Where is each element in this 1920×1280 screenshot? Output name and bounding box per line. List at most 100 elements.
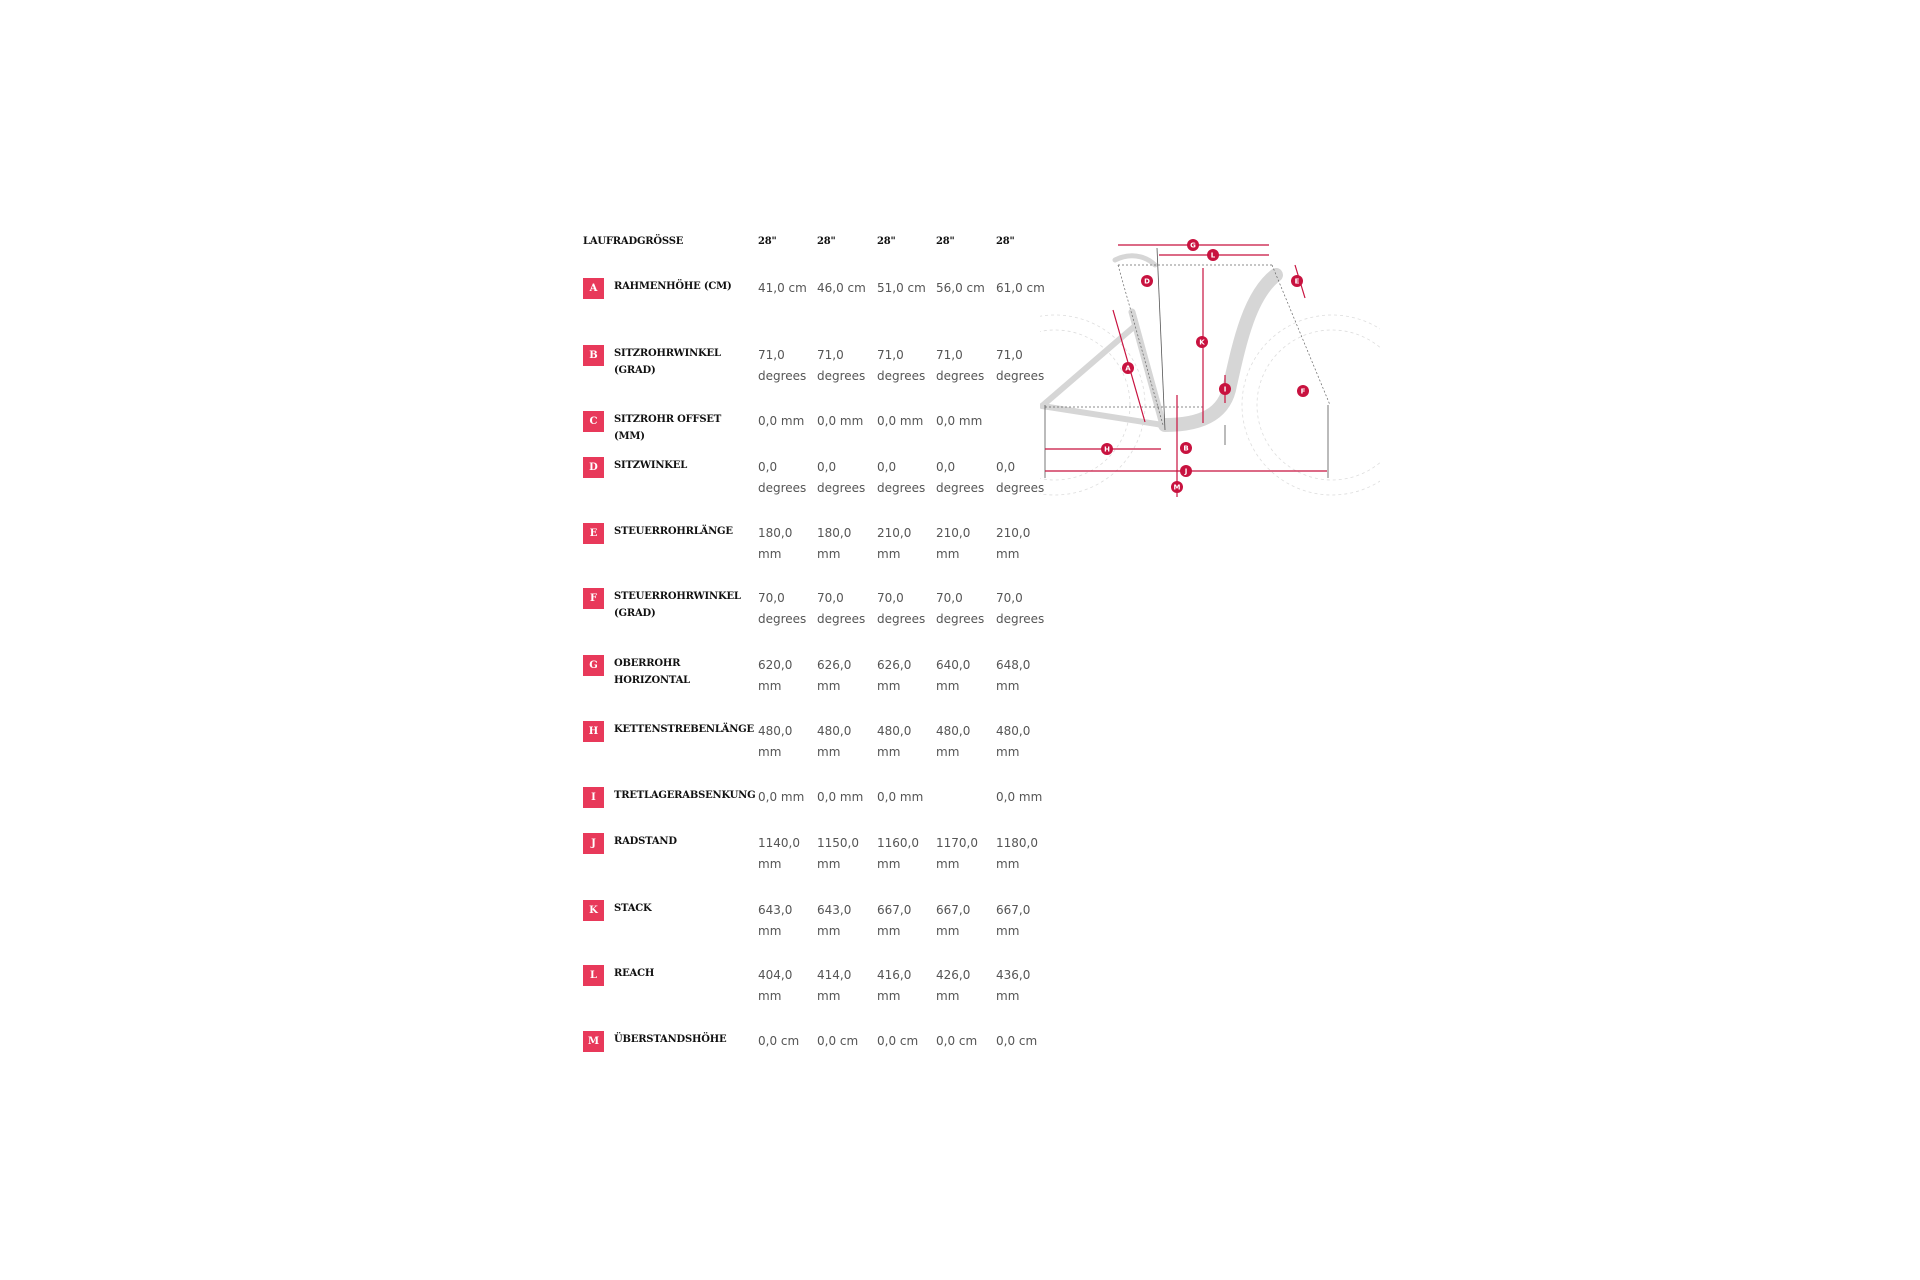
row-value: 0,0 mm: [936, 414, 983, 428]
row-value: 1170,0 mm: [936, 836, 978, 871]
svg-text:H: H: [1104, 446, 1110, 454]
row-key-badge: J: [583, 833, 604, 854]
row-value: 0,0 cm: [817, 1034, 859, 1048]
row-value: 626,0 mm: [877, 658, 912, 693]
row-value: 626,0 mm: [817, 658, 852, 693]
row-value: 0,0 mm: [877, 414, 924, 428]
row-value: 480,0 mm: [936, 724, 971, 759]
row-label: STEUERROHRWINKEL (GRAD): [614, 591, 741, 619]
row-value: 436,0 mm: [996, 968, 1031, 1003]
row-label: ÜBERSTANDSHÖHE: [614, 1034, 727, 1045]
row-key-badge: A: [583, 278, 604, 299]
row-value: 426,0 mm: [936, 968, 971, 1003]
row-value: 1160,0 mm: [877, 836, 919, 871]
row-value: 51,0 cm: [877, 281, 926, 295]
row-label: KETTENSTREBENLÄNGE: [614, 724, 754, 735]
row-value: 643,0 mm: [817, 903, 852, 938]
diagram-marker-i: I: [1219, 383, 1231, 395]
header-size: 28": [817, 236, 836, 247]
row-value: 0,0 mm: [758, 414, 805, 428]
header-size: 28": [877, 236, 896, 247]
svg-text:J: J: [1184, 468, 1188, 476]
row-label: SITZROHR OFFSET (MM): [614, 414, 722, 442]
row-value: 416,0 mm: [877, 968, 912, 1003]
row-value: 70,0 degrees: [877, 591, 926, 626]
diagram-marker-f: F: [1297, 385, 1309, 397]
diagram-marker-b: B: [1180, 442, 1192, 454]
row-key-badge: C: [583, 411, 604, 432]
bike-geometry-diagram: A B D E F G H I J K L M: [1040, 239, 1380, 497]
row-value: 0,0 degrees: [936, 460, 985, 495]
diagram-marker-g: G: [1187, 239, 1199, 251]
row-value: 71,0 degrees: [936, 348, 985, 383]
row-value: 0,0 degrees: [877, 460, 926, 495]
row-label: OBERROHR HORIZONTAL: [614, 658, 690, 686]
diagram-marker-h: H: [1101, 443, 1113, 455]
row-key-badge: E: [583, 523, 604, 544]
row-label: STACK: [614, 903, 652, 914]
row-label: SITZWINKEL: [614, 460, 688, 471]
row-value: 180,0 mm: [758, 526, 793, 561]
row-value: 71,0 degrees: [877, 348, 926, 383]
row-value: 0,0 cm: [758, 1034, 800, 1048]
row-value: 0,0 degrees: [996, 460, 1045, 495]
row-label: TRETLAGERABSENKUNG: [614, 790, 756, 801]
svg-text:K: K: [1199, 339, 1205, 347]
diagram-marker-l: L: [1207, 249, 1219, 261]
row-value: 71,0 degrees: [817, 348, 866, 383]
row-value: 480,0 mm: [877, 724, 912, 759]
row-value: 640,0 mm: [936, 658, 971, 693]
svg-text:L: L: [1211, 252, 1216, 260]
svg-text:M: M: [1174, 484, 1181, 492]
row-value: 480,0 mm: [817, 724, 852, 759]
row-value: 0,0 degrees: [758, 460, 807, 495]
row-label: STEUERROHRLÄNGE: [614, 526, 733, 537]
row-value: 61,0 cm: [996, 281, 1045, 295]
row-value: 648,0 mm: [996, 658, 1031, 693]
row-key-badge: H: [583, 721, 604, 742]
header-size: 28": [996, 236, 1015, 247]
row-value: 0,0 mm: [817, 414, 864, 428]
row-value: 667,0 mm: [877, 903, 912, 938]
row-key-badge: B: [583, 345, 604, 366]
row-key-badge: K: [583, 900, 604, 921]
diagram-marker-e: E: [1291, 275, 1303, 287]
row-value: 0,0 cm: [877, 1034, 919, 1048]
row-label: RADSTAND: [614, 836, 677, 847]
header-size: 28": [936, 236, 955, 247]
row-value: 0,0 mm: [758, 790, 805, 804]
diagram-marker-j: J: [1180, 465, 1192, 477]
svg-text:E: E: [1295, 278, 1300, 286]
diagram-marker-m: M: [1171, 481, 1183, 493]
row-value: 0,0 cm: [996, 1034, 1038, 1048]
row-value: 46,0 cm: [817, 281, 866, 295]
svg-text:I: I: [1224, 386, 1227, 394]
row-value: 667,0 mm: [936, 903, 971, 938]
row-value: 0,0 mm: [817, 790, 864, 804]
row-value: 70,0 degrees: [817, 591, 866, 626]
svg-text:B: B: [1183, 445, 1188, 453]
row-label: RAHMENHÖHE (CM): [614, 281, 732, 292]
diagram-marker-k: K: [1196, 336, 1208, 348]
header-size: 28": [758, 236, 777, 247]
row-value: 667,0 mm: [996, 903, 1031, 938]
row-value: 643,0 mm: [758, 903, 793, 938]
row-key-badge: D: [583, 457, 604, 478]
row-key-badge: F: [583, 588, 604, 609]
row-label: SITZROHRWINKEL (GRAD): [614, 348, 721, 376]
row-value: 414,0 mm: [817, 968, 852, 1003]
svg-text:F: F: [1301, 388, 1306, 396]
row-value: 1150,0 mm: [817, 836, 859, 871]
row-value: 70,0 degrees: [996, 591, 1045, 626]
row-value: 70,0 degrees: [758, 591, 807, 626]
row-key-badge: L: [583, 965, 604, 986]
row-value: 210,0 mm: [877, 526, 912, 561]
row-value: 0,0 cm: [936, 1034, 978, 1048]
row-value: 0,0 degrees: [817, 460, 866, 495]
row-value: 1140,0 mm: [758, 836, 800, 871]
row-value: 210,0 mm: [996, 526, 1031, 561]
header-wheel-size-label: LAUFRADGRÖSSE: [583, 236, 684, 247]
svg-text:D: D: [1144, 278, 1150, 286]
row-value: 41,0 cm: [758, 281, 807, 295]
row-value: 71,0 degrees: [996, 348, 1045, 383]
